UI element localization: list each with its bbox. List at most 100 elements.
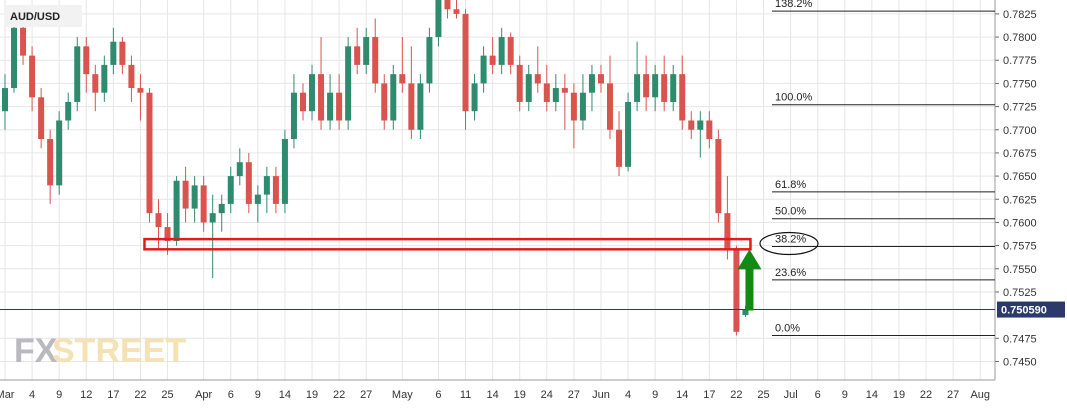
x-tick-label: 9 <box>842 389 848 401</box>
current-price-label: 0.750590 <box>1001 305 1047 317</box>
candle-body <box>363 37 370 65</box>
y-tick-label: 0.7650 <box>1003 171 1037 183</box>
x-tick-label: 12 <box>80 389 92 401</box>
y-tick-label: 0.7675 <box>1003 148 1037 160</box>
candle-body <box>507 37 514 65</box>
x-tick-label: 22 <box>730 389 742 401</box>
candle-body <box>65 101 72 121</box>
candle-body <box>570 92 577 121</box>
candle-body <box>137 88 144 93</box>
x-tick-label: Mar <box>0 389 15 401</box>
candle-body <box>74 46 81 102</box>
candle-body <box>92 74 99 93</box>
fibonacci-levels: 138.2% 100.0% 61.8% 50.0% 38.2% 23.6% 0.0% <box>759 0 995 337</box>
axis-layer: Mar 4 9 12 17 22 25 Apr 6 9 14 19 22 27 May 6 11 14 19 24 27… <box>0 0 1037 401</box>
candle-body <box>561 88 568 93</box>
x-tick-label: 11 <box>460 389 471 401</box>
x-tick-label: 27 <box>947 389 959 401</box>
candle-body <box>480 55 487 84</box>
candle-body <box>462 13 469 112</box>
candle-body <box>29 55 36 98</box>
y-tick-label: 0.7800 <box>1003 32 1037 44</box>
candle-body <box>318 74 325 121</box>
fib-label: 100.0% <box>775 92 813 104</box>
candle-body <box>245 162 252 204</box>
candle-body <box>588 74 595 93</box>
candle-body <box>336 92 343 121</box>
x-tick-label: 17 <box>703 389 715 401</box>
candle-body <box>110 41 117 65</box>
candle-body <box>534 74 541 84</box>
candle-body <box>309 74 316 112</box>
candle-body <box>218 203 225 214</box>
fib-label: 0.0% <box>775 323 800 335</box>
x-tick-label: 9 <box>652 389 658 401</box>
candle-body <box>498 37 505 65</box>
x-tick-label: 22 <box>333 389 345 401</box>
candle-body <box>182 180 189 209</box>
candle-body <box>101 64 108 93</box>
y-tick-label: 0.7750 <box>1003 78 1037 90</box>
candle-body <box>200 185 207 223</box>
candle-body <box>552 88 559 102</box>
candle-body <box>354 46 361 65</box>
x-tick-label: 14 <box>279 389 291 401</box>
x-tick-label: 14 <box>676 389 688 401</box>
y-tick-label: 0.7725 <box>1003 102 1037 114</box>
annotations: 0.750590 <box>0 237 1065 318</box>
x-tick-label: 6 <box>228 389 234 401</box>
x-tick-label: 27 <box>568 389 580 401</box>
candle-body <box>652 74 659 98</box>
x-tick-label: 19 <box>306 389 318 401</box>
x-tick-label: Jun <box>592 389 610 401</box>
candle-body <box>227 176 234 204</box>
y-tick-label: 0.7775 <box>1003 55 1037 67</box>
candle-body <box>435 0 442 38</box>
candle-body <box>209 213 216 223</box>
candle-body <box>399 74 406 84</box>
candle-body <box>20 27 27 56</box>
x-tick-label: 17 <box>107 389 119 401</box>
candle-body <box>236 162 243 177</box>
candle-body <box>272 176 279 204</box>
candle-body <box>742 309 749 316</box>
candle-body <box>254 194 261 204</box>
candle-body <box>56 120 63 186</box>
y-tick-label: 0.7575 <box>1003 241 1037 253</box>
x-tick-label: 14 <box>866 389 878 401</box>
x-tick-label: 9 <box>56 389 62 401</box>
y-tick-label: 0.7475 <box>1003 333 1037 345</box>
candle-body <box>661 74 668 102</box>
symbol-box <box>4 5 82 27</box>
x-tick-label: 19 <box>893 389 905 401</box>
y-tick-label: 0.7600 <box>1003 217 1037 229</box>
x-tick-label: 19 <box>514 389 526 401</box>
y-tick-label: 0.7700 <box>1003 125 1037 137</box>
candle-body <box>489 55 496 65</box>
candlestick-series <box>2 0 749 336</box>
y-tick-label: 0.7525 <box>1003 287 1037 299</box>
candle-body <box>191 185 198 209</box>
candle-body <box>579 92 586 121</box>
candle-body <box>525 74 532 102</box>
symbol-label: AUD/USD <box>10 11 60 23</box>
candle-body <box>47 139 54 186</box>
candle-body <box>128 64 135 89</box>
x-tick-label: 25 <box>161 389 173 401</box>
candle-body <box>2 88 8 112</box>
x-tick-label: 4 <box>29 389 35 401</box>
candle-body <box>733 250 740 332</box>
current-price-badge <box>997 301 1065 318</box>
candle-body <box>155 213 162 228</box>
x-tick-label: 6 <box>435 389 441 401</box>
x-tick-label: Aug <box>970 389 990 401</box>
x-tick-label: 24 <box>541 389 553 401</box>
fib-label: 61.8% <box>775 179 806 191</box>
x-tick-label: May <box>392 389 413 401</box>
candle-body <box>516 64 523 102</box>
candle-body <box>706 120 713 140</box>
candle-body <box>643 74 650 98</box>
candle-body <box>426 37 433 84</box>
candle-body <box>444 0 451 10</box>
